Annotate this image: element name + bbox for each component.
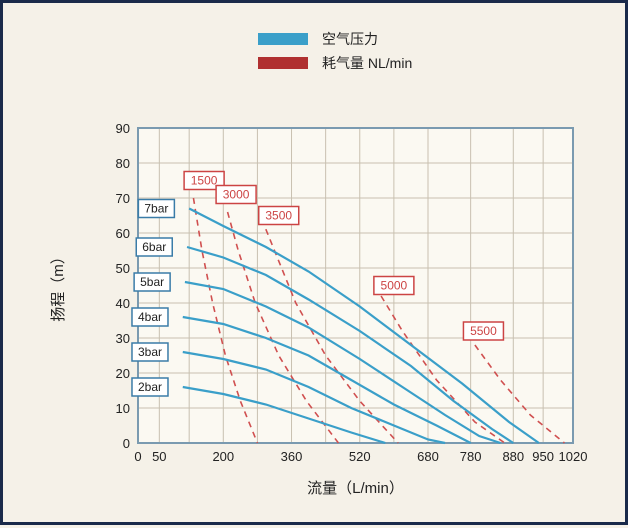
x-tick-label: 880 (502, 449, 524, 464)
legend-swatch (258, 57, 308, 69)
chart-svg: 0502003605206807808809501020010203040506… (3, 3, 628, 528)
y-tick-label: 20 (116, 366, 130, 381)
y-tick-label: 40 (116, 296, 130, 311)
air-label: 5500 (470, 324, 497, 338)
air-label: 3000 (223, 188, 250, 202)
y-tick-label: 80 (116, 156, 130, 171)
y-tick-label: 10 (116, 401, 130, 416)
legend-label: 耗气量 NL/min (322, 55, 412, 71)
pressure-label: 6bar (142, 240, 166, 254)
y-tick-label: 50 (116, 261, 130, 276)
x-tick-label: 1020 (559, 449, 588, 464)
x-tick-label: 520 (349, 449, 371, 464)
y-tick-label: 60 (116, 226, 130, 241)
pressure-label: 3bar (138, 345, 162, 359)
legend-swatch (258, 33, 308, 45)
x-tick-label: 360 (281, 449, 303, 464)
y-axis-title: 扬程（m） (50, 249, 67, 322)
x-tick-label: 680 (417, 449, 439, 464)
x-tick-label: 200 (212, 449, 234, 464)
y-tick-label: 30 (116, 331, 130, 346)
legend-label: 空气压力 (322, 31, 378, 47)
x-tick-label: 780 (460, 449, 482, 464)
air-label: 3500 (265, 209, 292, 223)
pressure-label: 2bar (138, 380, 162, 394)
pressure-label: 4bar (138, 310, 162, 324)
x-tick-label: 0 (134, 449, 141, 464)
y-tick-label: 0 (123, 436, 130, 451)
x-tick-label: 50 (152, 449, 166, 464)
pressure-label: 7bar (144, 202, 168, 216)
y-tick-label: 90 (116, 121, 130, 136)
air-label: 5000 (381, 279, 408, 293)
air-label: 1500 (191, 174, 218, 188)
pressure-label: 5bar (140, 275, 164, 289)
x-tick-label: 950 (532, 449, 554, 464)
pump-performance-chart: 0502003605206807808809501020010203040506… (0, 0, 628, 525)
y-tick-label: 70 (116, 191, 130, 206)
x-axis-title: 流量（L/min） (307, 480, 404, 497)
